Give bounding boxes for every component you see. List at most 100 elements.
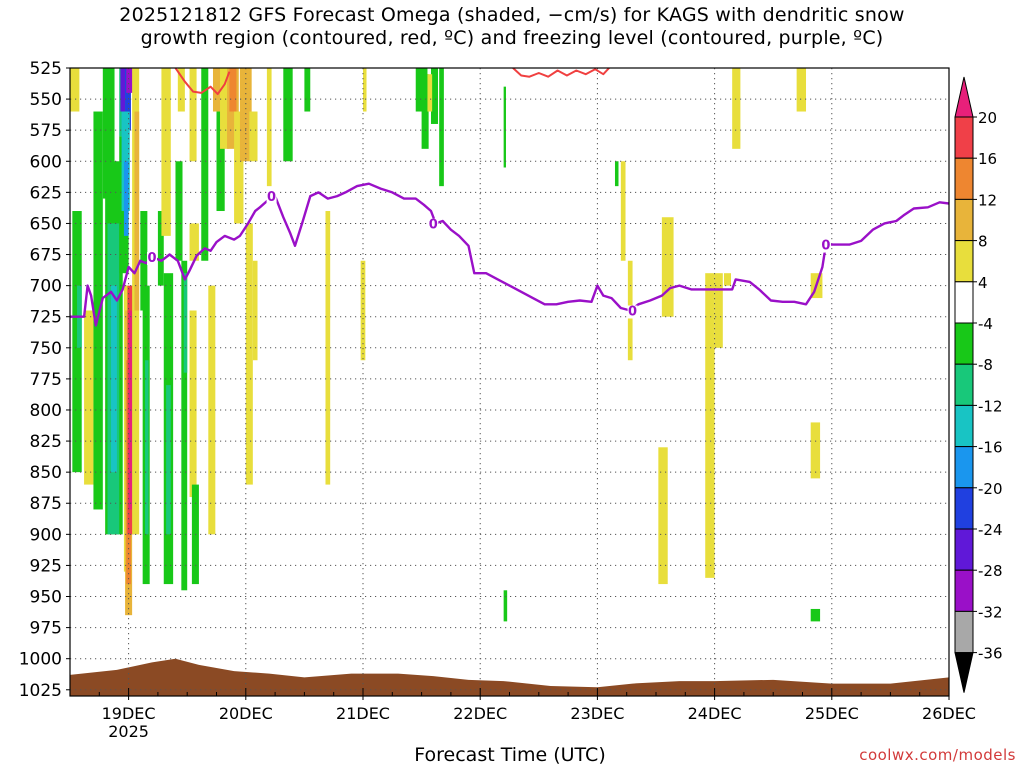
omega-cell: [102, 68, 115, 199]
y-tick-label: 975: [30, 619, 62, 639]
colorbar-label: -20: [978, 480, 1003, 498]
colorbar-bin: [954, 363, 974, 406]
colorbar-bin: [954, 610, 974, 654]
omega-cell: [810, 608, 821, 622]
x-axis-title: Forecast Time (UTC): [414, 744, 606, 766]
colorbar-bin: [954, 528, 974, 571]
colorbar-label: -12: [978, 397, 1003, 415]
omega-cell: [325, 211, 331, 485]
colorbar-label: 16: [978, 150, 997, 168]
omega-cell: [252, 260, 258, 361]
colorbar-bin: [954, 157, 974, 200]
colorbar-bin: [954, 240, 974, 283]
contours: 0 0 0 0 0: [70, 68, 949, 327]
omega-cell: [810, 422, 821, 479]
colorbar-label: -32: [978, 603, 1003, 621]
colorbar-label: 20: [978, 109, 997, 127]
colorbar-label: -36: [978, 645, 1003, 663]
omega-cell: [166, 385, 171, 535]
y-tick-label: 800: [30, 401, 62, 421]
colorbar-bottom-arrow: [954, 652, 974, 693]
y-tick-label: 550: [30, 90, 62, 110]
omega-cell: [249, 111, 258, 162]
omega-cell: [183, 273, 188, 373]
omega-cell: [266, 68, 272, 187]
omega-cell: [620, 161, 626, 261]
y-tick-label: 1000: [19, 650, 62, 670]
colorbar-label: 8: [978, 233, 988, 251]
omega-cell: [415, 68, 428, 112]
colorbar-bin: [954, 198, 974, 242]
omega-cell: [140, 211, 148, 311]
colorbar: 20 16 12 8 4 -4 -8 -12 -16 -20 -24 -28 -32 -36: [954, 76, 1003, 693]
y-axis: 525 550 575 600 625 650 675 700 725 750 775 800 825 8…: [19, 59, 70, 701]
omega-cell: [705, 273, 715, 578]
omega-cell: [732, 68, 741, 149]
freezing-level-label: 0: [429, 217, 438, 232]
omega-cell: [134, 111, 140, 311]
chart-title-line-1: 2025121812 GFS Forecast Omega (shaded, −…: [119, 4, 905, 26]
omega-cell: [283, 68, 293, 162]
omega-cell: [208, 285, 216, 535]
omega-cell: [189, 68, 197, 162]
colorbar-label: -16: [978, 439, 1003, 457]
omega-shading: [70, 68, 823, 622]
terrain-area: [70, 658, 949, 696]
omega-cell: [439, 68, 444, 187]
omega-cell: [229, 68, 237, 112]
omega-cell: [421, 74, 429, 149]
omega-cell: [234, 111, 244, 224]
omega-cell: [126, 68, 134, 93]
omega-cell: [123, 161, 129, 236]
freezing-level-label-bg: [627, 305, 638, 319]
colorbar-bin: [954, 281, 974, 324]
dendritic-contour-line: [174, 68, 231, 96]
plot-frame: [69, 67, 950, 697]
freezing-level-label-bg: [266, 191, 277, 205]
omega-cell: [245, 223, 253, 485]
y-tick-label: 875: [30, 494, 62, 514]
omega-cell: [360, 260, 366, 361]
omega-cell: [363, 68, 367, 112]
colorbar-bin: [954, 116, 974, 159]
x-tick-sublabel: 2025: [108, 722, 149, 741]
omega-cell: [796, 68, 807, 112]
freezing-level-label-bg: [147, 252, 158, 266]
omega-cell: [181, 260, 188, 591]
colorbar-bin: [954, 322, 974, 365]
y-tick-label: 1025: [19, 681, 62, 701]
omega-cell: [93, 111, 103, 510]
y-tick-label: 775: [30, 370, 62, 390]
omega-cell: [111, 285, 117, 473]
y-tick-label: 825: [30, 432, 62, 452]
omega-cell: [161, 68, 171, 236]
x-tick-label: 19DEC: [102, 704, 156, 723]
y-tick-label: 700: [30, 277, 62, 297]
omega-cell: [427, 74, 433, 112]
omega-cell: [177, 68, 185, 112]
omega-cell: [201, 68, 209, 261]
omega-cell: [658, 447, 668, 585]
omega-cell: [723, 273, 732, 286]
colorbar-bin: [954, 569, 974, 612]
freezing-level-label: 0: [267, 190, 276, 205]
chart-title-line-2: growth region (contoured, red, ºC) and f…: [140, 27, 884, 49]
colorbar-label: -28: [978, 562, 1003, 580]
freezing-level-label: 0: [628, 304, 637, 319]
x-tick-label: 22DEC: [453, 704, 507, 723]
colorbar-label: -24: [978, 521, 1003, 539]
omega-cell: [157, 211, 164, 286]
y-tick-label: 575: [30, 121, 62, 141]
colorbar-bin: [954, 404, 974, 448]
omega-cell: [714, 273, 723, 348]
x-tick-label: 26DEC: [922, 704, 976, 723]
freezing-level-label: 0: [821, 239, 830, 254]
omega-cell: [503, 86, 506, 168]
x-tick-label: 23DEC: [570, 704, 624, 723]
chart-title: 2025121812 GFS Forecast Omega (shaded, −…: [0, 4, 1024, 50]
freezing-level-label-bg: [820, 239, 831, 253]
y-tick-label: 725: [30, 308, 62, 328]
y-tick-label: 925: [30, 556, 62, 576]
omega-cell: [614, 161, 619, 187]
